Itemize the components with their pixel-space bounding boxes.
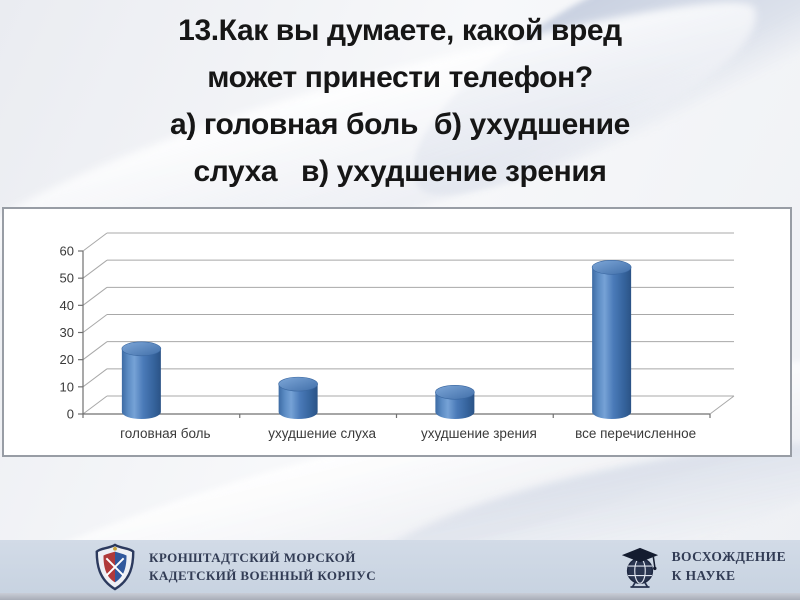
svg-text:ухудшение слуха: ухудшение слуха <box>268 426 376 441</box>
footer-left-group: КРОНШТАДТСКИЙ МОРСКОЙ КАДЕТСКИЙ ВОЕННЫЙ … <box>92 543 376 591</box>
svg-text:ухудшение зрения: ухудшение зрения <box>421 426 537 441</box>
title-line: 13.Как вы думаете, какой вред <box>178 14 622 47</box>
title-line: может принести телефон? <box>207 61 593 94</box>
globe-graduation-icon <box>621 547 658 588</box>
svg-text:50: 50 <box>60 271 74 286</box>
svg-text:30: 30 <box>60 325 74 340</box>
svg-text:20: 20 <box>60 352 74 367</box>
science-program-name: ВОСХОЖДЕНИЕ К НАУКЕ <box>672 548 786 584</box>
bar-chart-svg: 0 10 20 30 40 50 60 головная боль ухудшение слух… <box>60 232 735 441</box>
science-program-line2: К НАУКЕ <box>671 567 736 583</box>
svg-text:60: 60 <box>60 244 74 259</box>
chart-panel: 0 10 20 30 40 50 60 головная боль ухудшение слух… <box>2 207 792 457</box>
science-program-line1: ВОСХОЖДЕНИЕ <box>671 549 786 565</box>
title-line: а) головная боль б) ухудшение <box>170 108 630 141</box>
footer-band: КРОНШТАДТСКИЙ МОРСКОЙ КАДЕТСКИЙ ВОЕННЫЙ … <box>0 540 800 593</box>
svg-text:40: 40 <box>60 298 74 313</box>
cadet-corps-name: КРОНШТАДТСКИЙ МОРСКОЙ КАДЕТСКИЙ ВОЕННЫЙ … <box>149 549 376 584</box>
svg-text:0: 0 <box>67 407 74 422</box>
slide-title: 13.Как вы думаете, какой вред может прин… <box>0 7 800 195</box>
title-line: слуха в) ухудшение зрения <box>193 155 607 188</box>
slide-bottom-edge <box>0 593 800 600</box>
svg-text:головная боль: головная боль <box>120 426 210 441</box>
cadet-corps-name-line2: КАДЕТСКИЙ ВОЕННЫЙ КОРПУС <box>149 567 376 583</box>
cadet-corps-crest-icon <box>95 543 135 590</box>
svg-text:все перечисленное: все перечисленное <box>575 426 696 441</box>
cadet-corps-name-line1: КРОНШТАДТСКИЙ МОРСКОЙ <box>149 549 356 565</box>
svg-text:10: 10 <box>60 379 74 394</box>
footer-right-group: ВОСХОЖДЕНИЕ К НАУКЕ <box>619 543 786 591</box>
